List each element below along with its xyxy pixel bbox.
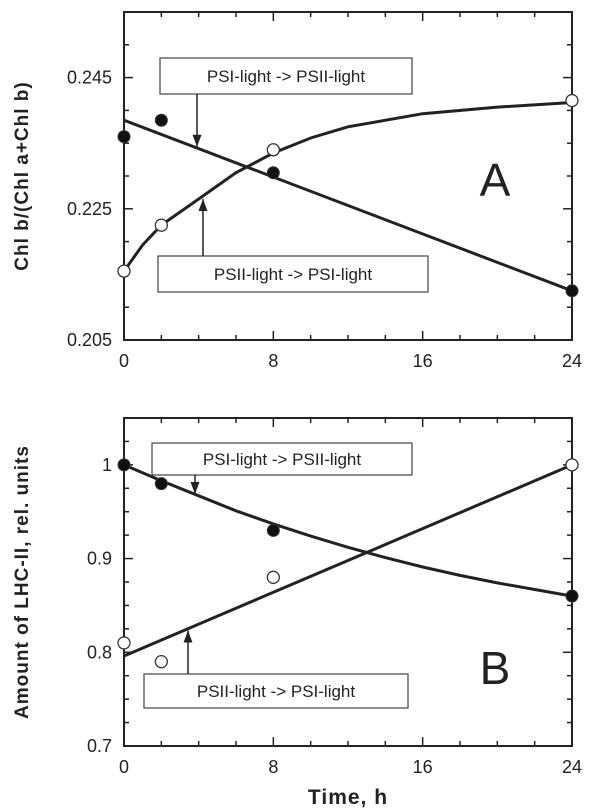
x-tick-label: 0	[119, 757, 129, 777]
filled-point	[118, 131, 130, 143]
filled-point	[155, 114, 167, 126]
open-point	[155, 656, 167, 668]
panel-A: 0 8 16 24 0.205 0.225 0.245 Chl b/(Chl a+Chl b)…	[12, 12, 582, 371]
open-point	[118, 265, 130, 277]
open-point	[118, 637, 130, 649]
y-tick-label: 0.8	[87, 642, 112, 662]
y-tick-label: 0.9	[87, 549, 112, 569]
x-tick-label: 8	[268, 757, 278, 777]
filled-point	[118, 459, 130, 471]
y-axis-title: Chl b/(Chl a+Chl b)	[12, 81, 33, 270]
annotation-label: PSII-light -> PSI-light	[214, 265, 373, 284]
y-tick-label: 0.245	[67, 68, 112, 88]
y-tick-label: 0.205	[67, 330, 112, 350]
arrow-head	[193, 135, 202, 147]
x-tick-label: 24	[562, 351, 582, 371]
open-point	[566, 459, 578, 471]
open-point	[566, 95, 578, 107]
x-tick-label: 16	[413, 757, 433, 777]
panel-B: 0 8 16 24 0.7 0.8 0.9 1 Amount of LHC-II, rel. u…	[12, 418, 582, 809]
open-point	[155, 219, 167, 231]
filled-point	[155, 478, 167, 490]
filled-point	[566, 590, 578, 602]
x-tick-label: 0	[119, 351, 129, 371]
open-point	[267, 571, 279, 583]
filled-point	[267, 524, 279, 536]
panel-letter: A	[480, 154, 511, 206]
x-tick-label: 16	[413, 351, 433, 371]
x-axis-title: Time, h	[308, 786, 388, 809]
arrow-head	[184, 631, 193, 643]
fit-curve-series-1	[124, 465, 572, 596]
x-tick-label: 8	[268, 351, 278, 371]
arrow-head	[199, 199, 208, 211]
filled-point	[566, 285, 578, 297]
y-tick-label: 0.225	[67, 199, 112, 219]
annotation-label: PSI-light -> PSII-light	[203, 450, 362, 469]
y-tick-label: 0.7	[87, 736, 112, 756]
y-tick-label: 1	[102, 455, 112, 475]
annotation-label: PSI-light -> PSII-light	[207, 67, 366, 86]
filled-point	[267, 167, 279, 179]
annotation-label: PSII-light -> PSI-light	[197, 682, 356, 701]
x-tick-label: 24	[562, 757, 582, 777]
panel-letter: B	[480, 642, 511, 694]
y-axis-title: Amount of LHC-II, rel. units	[12, 445, 33, 719]
open-point	[267, 144, 279, 156]
